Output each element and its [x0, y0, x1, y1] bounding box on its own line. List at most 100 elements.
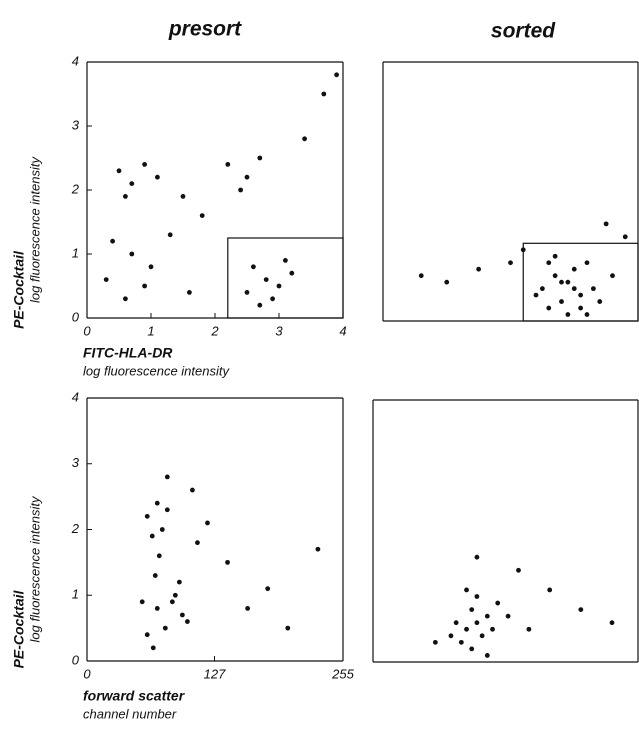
dot — [164, 474, 170, 480]
dot — [238, 187, 244, 193]
dot — [123, 296, 128, 302]
dot — [263, 277, 269, 282]
y-tick-label: 1 — [72, 587, 79, 602]
dot — [448, 633, 454, 639]
dot — [565, 312, 571, 317]
dot — [103, 277, 109, 282]
dot — [610, 273, 615, 279]
dot — [156, 553, 162, 559]
dot — [622, 234, 628, 240]
dot — [476, 266, 482, 272]
dot — [571, 266, 577, 272]
dot — [169, 599, 175, 605]
dot — [142, 283, 148, 289]
dot — [508, 260, 513, 266]
dot — [289, 270, 295, 276]
dot — [176, 579, 182, 585]
dot — [584, 312, 590, 317]
dot — [505, 613, 511, 619]
dot — [484, 653, 490, 658]
dot — [302, 136, 307, 142]
dot — [251, 264, 256, 270]
dot — [152, 573, 158, 578]
x-tick-label: 255 — [331, 666, 354, 681]
dot — [584, 260, 590, 266]
x-axis-unit: channel number — [83, 706, 177, 721]
y-tick-label: 0 — [72, 652, 80, 667]
dot — [225, 559, 230, 565]
dot — [539, 286, 545, 292]
dot — [315, 546, 321, 552]
x-tick-label: 0 — [83, 666, 91, 681]
dot — [142, 162, 148, 167]
dot — [180, 194, 186, 199]
dot — [444, 279, 450, 285]
dot — [110, 238, 115, 244]
y-tick-label: 4 — [72, 389, 79, 404]
dot — [484, 613, 490, 619]
dot — [257, 302, 263, 308]
dot — [321, 91, 327, 97]
dot — [432, 639, 438, 645]
x-axis-label: forward scatter — [83, 688, 186, 704]
dot — [139, 599, 145, 605]
dot — [495, 600, 501, 606]
dot — [245, 606, 251, 611]
x-tick-label: 3 — [275, 323, 283, 338]
dot — [516, 567, 521, 573]
dot — [184, 619, 190, 624]
dot — [123, 194, 128, 199]
dot — [144, 632, 150, 638]
dot — [453, 620, 459, 626]
dot — [546, 260, 552, 266]
y-axis-unit: log fluorescence intensity — [27, 156, 42, 303]
dot — [559, 299, 564, 304]
dot — [490, 626, 495, 632]
dot — [479, 633, 485, 639]
y-tick-label: 2 — [71, 521, 80, 536]
y-axis-label: PE-Cocktail — [11, 589, 27, 668]
y-tick-label: 3 — [72, 455, 80, 470]
dot — [533, 292, 539, 298]
dot — [571, 286, 577, 292]
dot — [129, 251, 135, 257]
y-axis-unit: log fluorescence intensity — [27, 495, 42, 642]
dot — [590, 286, 596, 292]
x-tick-label: 127 — [204, 666, 226, 681]
dot — [283, 258, 288, 263]
dot — [334, 72, 339, 78]
dot — [547, 587, 553, 593]
dot — [526, 626, 532, 632]
dot — [609, 620, 615, 626]
dot — [129, 181, 135, 187]
dot — [458, 639, 464, 645]
x-tick-label: 4 — [339, 323, 346, 338]
dot — [474, 620, 480, 626]
dot — [154, 606, 160, 611]
dot — [164, 507, 170, 513]
y-tick-label: 3 — [72, 117, 80, 132]
x-tick-label: 2 — [210, 323, 219, 338]
dot — [464, 587, 469, 593]
dot — [552, 253, 558, 259]
dot — [149, 533, 155, 539]
dot — [520, 247, 526, 253]
dot — [148, 264, 154, 270]
dot — [464, 626, 469, 632]
dot — [257, 155, 263, 161]
dot — [205, 520, 210, 526]
dot — [565, 279, 571, 285]
dot — [418, 273, 424, 279]
dot — [167, 232, 173, 238]
dot — [144, 513, 150, 519]
dot — [559, 279, 564, 285]
dot — [225, 162, 231, 167]
dot — [474, 554, 480, 560]
y-tick-label: 0 — [72, 309, 80, 324]
dot — [285, 625, 291, 631]
dot — [179, 612, 185, 618]
dot — [159, 527, 165, 532]
dot — [190, 487, 195, 493]
dot — [546, 305, 552, 311]
gate — [227, 237, 344, 319]
